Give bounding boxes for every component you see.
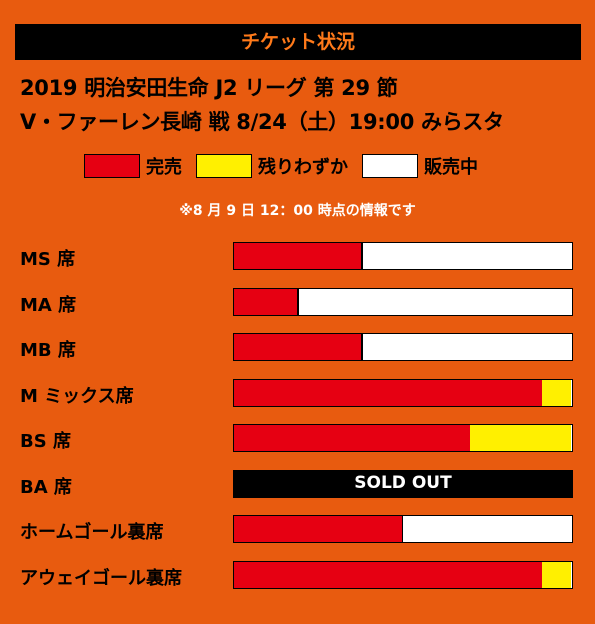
legend-label-few: 残りわずか [258, 157, 348, 178]
bar-segment [469, 425, 571, 451]
status-bar [233, 333, 573, 361]
legend-item-sold: 完売 [84, 153, 182, 179]
bar-divider [297, 288, 299, 315]
status-bar [233, 378, 573, 407]
status-bar: SOLD OUT [233, 469, 573, 498]
status-bar [233, 424, 573, 452]
legend-item-few: 残りわずか [196, 153, 348, 179]
legend: 完売 残りわずか 販売中 [84, 153, 478, 179]
bar-segment [234, 288, 299, 315]
status-bar [233, 287, 573, 316]
row-label: BS 席 [20, 431, 71, 452]
bar-divider [401, 516, 403, 542]
bar-segment [234, 243, 363, 269]
header-banner: チケット状況 [15, 24, 581, 60]
legend-swatch-few [196, 154, 252, 178]
bar-segment [402, 516, 571, 542]
bar-segment [234, 334, 363, 360]
row-label: BA 席 [20, 476, 72, 498]
row-label: M ミックス席 [20, 385, 134, 407]
row-label: ホームゴール裏席 [20, 522, 164, 543]
bar-segment [234, 379, 543, 406]
legend-label-available: 販売中 [424, 157, 478, 178]
update-note: ※8 月 9 日 12：00 時点の情報です [179, 203, 416, 219]
status-bar [233, 560, 573, 589]
bar-segment [362, 243, 571, 269]
row-label: MB 席 [20, 340, 76, 361]
bar-segment [542, 379, 571, 406]
match-title-line1: 2019 明治安田生命 J2 リーグ 第 29 節 [20, 76, 398, 100]
row-label: アウェイゴール裏席 [20, 567, 182, 589]
bar-segment [234, 516, 403, 542]
status-bar [233, 242, 573, 270]
header-title: チケット状況 [240, 31, 355, 53]
bar-segment [234, 561, 543, 588]
soldout-label: SOLD OUT [354, 472, 452, 493]
bar-divider [361, 243, 363, 269]
row-label: MA 席 [20, 294, 77, 316]
bar-segment [542, 561, 571, 588]
status-bar [233, 515, 573, 543]
match-title-line2: V・ファーレン長崎 戦 8/24（土）19:00 みらスタ [20, 110, 504, 134]
bar-segment [298, 288, 571, 315]
legend-swatch-available [362, 154, 418, 178]
legend-label-sold: 完売 [146, 157, 182, 178]
bar-segment [362, 334, 571, 360]
row-label: MS 席 [20, 249, 76, 270]
bar-divider [361, 334, 363, 360]
legend-swatch-sold [84, 154, 140, 178]
bar-segment [234, 425, 470, 451]
legend-item-available: 販売中 [362, 153, 478, 179]
